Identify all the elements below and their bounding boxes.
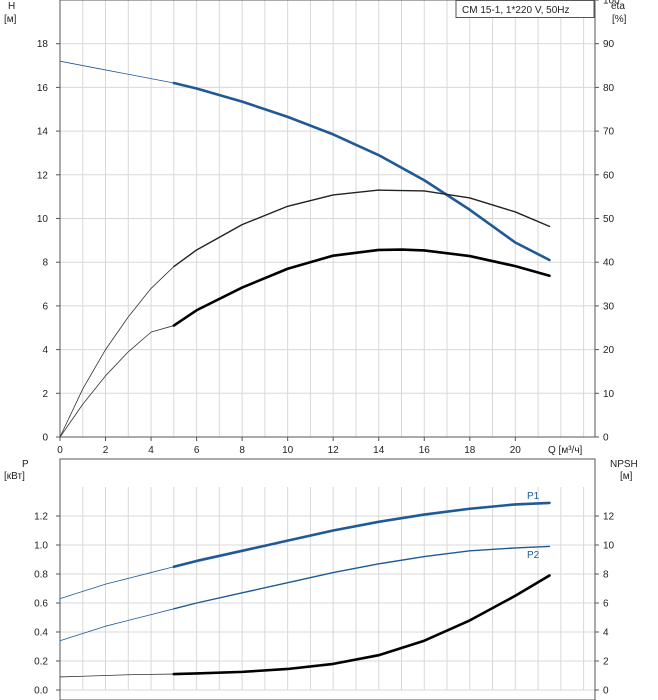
y-left-tick-label: 18 xyxy=(37,39,49,50)
x-tick-label: 10 xyxy=(282,445,294,456)
y-right-tick-label: 20 xyxy=(603,345,615,356)
x-tick-label: 8 xyxy=(239,445,245,456)
top-right-axis-unit: [%] xyxy=(612,14,627,25)
bottom-plot-frame xyxy=(59,458,596,700)
y-right-tick-label: 60 xyxy=(603,170,615,181)
y-left-tick-label: 8 xyxy=(42,258,48,269)
y-left-tick-label: 0.2 xyxy=(34,657,48,668)
y-left-tick-label: 0 xyxy=(42,433,48,444)
bottom-ticks: 0.0 0.2 0.4 0.6 0.8 1.0 1.2 0 2 4 6 8 10 12 xyxy=(34,512,614,697)
y-right-tick-label: 30 xyxy=(603,301,615,312)
x-tick-label: 14 xyxy=(373,445,385,456)
top-ticks: 0 2 4 6 8 10 12 14 16 18 0 10 20 30 40 50 60 70 80 90 100 0 2 4… xyxy=(37,0,620,456)
series-line-0-1 xyxy=(172,81,551,262)
y-right-tick-label: 90 xyxy=(603,39,615,50)
y-left-tick-label: 14 xyxy=(37,127,49,138)
y-left-tick-label: 0.8 xyxy=(34,570,48,581)
x-tick-label: 2 xyxy=(103,445,109,456)
y-right-tick-label: 100 xyxy=(603,0,620,7)
y-left-tick-label: 0.0 xyxy=(34,686,48,697)
top-right-axis-name: eta xyxy=(611,1,625,12)
bottom-right-axis-unit: [м] xyxy=(620,471,633,482)
x-tick-label: 12 xyxy=(328,445,340,456)
y-right-tick-label: 2 xyxy=(603,657,609,668)
y-right-tick-label: 0 xyxy=(603,686,609,697)
bottom-series-group xyxy=(59,501,551,678)
top-left-axis-unit: [м] xyxy=(4,14,17,25)
y-left-tick-label: 4 xyxy=(42,345,48,356)
series-line-1-0 xyxy=(59,566,175,600)
y-right-tick-label: 80 xyxy=(603,83,615,94)
series-line-0-3 xyxy=(173,189,551,268)
bottom-right-axis-name: NPSH xyxy=(610,459,638,470)
y-left-tick-label: 1.2 xyxy=(34,512,48,523)
x-axis-label: Q [м³/ч] xyxy=(548,445,583,456)
p2-curve-label: P2 xyxy=(527,550,540,561)
y-left-tick-label: 10 xyxy=(37,214,49,225)
title-box xyxy=(455,0,595,18)
top-series-group xyxy=(59,60,551,438)
p1-curve-label: P1 xyxy=(527,491,540,502)
x-tick-label: 4 xyxy=(148,445,154,456)
y-right-tick-label: 50 xyxy=(603,214,615,225)
series-line-0-0 xyxy=(59,60,175,84)
y-right-tick-label: 10 xyxy=(603,541,615,552)
y-right-tick-label: 8 xyxy=(603,570,609,581)
y-left-tick-label: 2 xyxy=(42,389,48,400)
bottom-grid xyxy=(59,487,595,691)
y-right-tick-label: 10 xyxy=(603,389,615,400)
y-right-tick-label: 0 xyxy=(603,433,609,444)
series-line-1-1 xyxy=(172,501,551,569)
x-tick-label: 6 xyxy=(194,445,200,456)
y-right-tick-label: 4 xyxy=(603,628,609,639)
y-left-tick-label: 16 xyxy=(37,83,49,94)
series-line-1-3 xyxy=(173,545,551,610)
x-tick-label: 18 xyxy=(464,445,476,456)
series-line-1-2 xyxy=(59,608,175,642)
series-line-0-4 xyxy=(59,325,175,438)
y-right-tick-label: 40 xyxy=(603,258,615,269)
chart-title: CM 15-1, 1*220 V, 50Hz xyxy=(462,5,569,16)
y-left-tick-label: 0.4 xyxy=(34,628,48,639)
top-left-axis-name: H xyxy=(8,1,15,12)
y-right-tick-label: 6 xyxy=(603,599,609,610)
y-left-tick-label: 12 xyxy=(37,170,49,181)
y-right-tick-label: 70 xyxy=(603,127,615,138)
series-line-1-5 xyxy=(172,574,551,676)
top-grid xyxy=(59,0,595,438)
series-line-1-4 xyxy=(59,673,175,678)
y-right-tick-label: 12 xyxy=(603,512,615,523)
x-tick-label: 0 xyxy=(57,445,63,456)
y-left-tick-label: 6 xyxy=(42,301,48,312)
y-left-tick-label: 0.6 xyxy=(34,599,48,610)
series-line-0-5 xyxy=(172,248,551,327)
bottom-left-axis-name: P xyxy=(22,459,29,470)
y-left-tick-label: 1.0 xyxy=(34,541,48,552)
x-tick-label: 20 xyxy=(510,445,522,456)
x-tick-label: 16 xyxy=(419,445,431,456)
bottom-left-axis-unit: [кВт] xyxy=(4,471,25,482)
series-line-0-2 xyxy=(59,266,175,438)
